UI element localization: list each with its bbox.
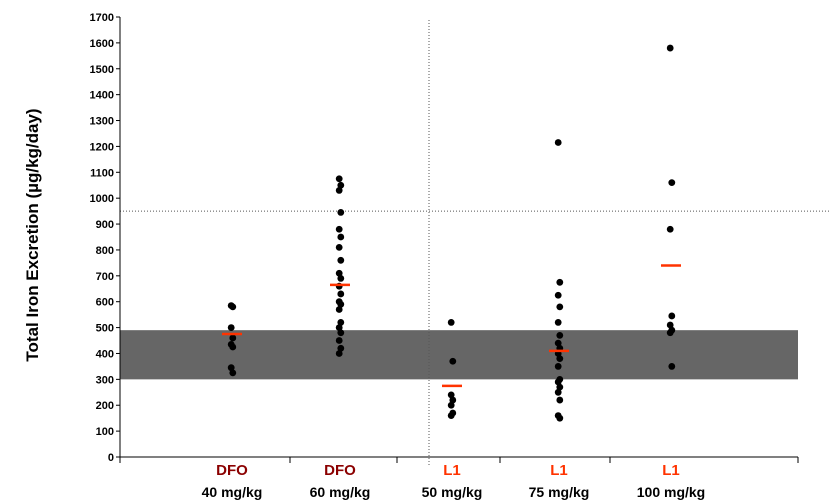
data-point [337,329,345,337]
y-tick-label: 100 [96,426,114,438]
data-point [554,388,562,396]
data-point [668,363,676,370]
y-tick-label: 1600 [90,38,114,50]
data-point [447,401,455,409]
data-point [554,291,562,299]
data-point [229,369,237,377]
y-axis-label: Total Iron Excretion (µg/kg/day) [23,108,42,361]
y-tick-label: 200 [96,400,114,412]
data-point [337,344,345,352]
data-point [554,139,562,146]
y-tick-label: 1000 [90,193,114,205]
reference-lines [120,20,829,466]
y-tick-label: 700 [96,271,114,283]
data-point [556,331,564,339]
data-point [666,321,674,329]
data-point [668,179,676,187]
data-point [229,303,237,311]
data-point [335,337,343,344]
category-labels: DFO 40 mg/kg DFO 60 mg/kg L1 50 mg/kg L1 75 mg/… [202,462,706,500]
data-point [227,324,235,331]
data-point [337,300,345,308]
y-tick-label: 1300 [90,116,114,128]
y-tick-label: 800 [96,245,114,257]
axes: 0 100 200 300 400 500 600 700 800 900 1000 1100 1200… [90,12,799,464]
data-point [556,355,564,363]
data-point [668,312,676,320]
data-point [335,324,343,331]
y-tick-label: 400 [96,348,114,360]
data-point [447,319,455,326]
data-point [337,256,345,264]
data-point [337,181,345,189]
data-point [556,383,564,391]
data-point [335,269,343,277]
y-tick-label: 600 [96,297,114,309]
data-point [447,391,455,399]
normal-range-band [120,330,798,380]
data-point [227,364,235,372]
category-dose-label: 50 mg/kg [422,484,483,500]
category-dose-label: 75 mg/kg [529,484,590,500]
data-point [554,378,562,386]
y-tick-label: 900 [96,219,114,231]
data-point [337,290,345,298]
category-dose-label: 60 mg/kg [310,484,371,500]
data-point [554,363,562,370]
data-point [666,329,674,337]
category-drug-label: L1 [443,462,461,479]
category-drug-label: L1 [550,462,568,479]
y-tick-label: 300 [96,374,114,386]
data-point [337,233,345,241]
data-point [337,275,345,282]
data-point [554,319,562,326]
mean-markers [222,264,681,388]
data-point [666,44,674,52]
shaded-band [120,330,798,380]
category-drug-label: DFO [216,462,248,479]
data-point [335,350,343,357]
y-tick-label: 1400 [90,90,114,102]
category-drug-label: L1 [662,462,680,479]
data-point [554,339,562,347]
data-point [337,319,345,326]
data-point [229,334,237,342]
data-points [227,44,676,422]
data-point [556,278,564,286]
data-point [337,209,345,216]
data-point [335,187,343,194]
data-point [449,357,457,365]
data-point [556,414,564,422]
data-point [229,343,237,351]
data-point [335,225,343,233]
data-point [335,243,343,251]
data-point [666,225,674,233]
y-tick-label: 1200 [90,141,114,153]
data-point [335,175,343,183]
y-tick-label: 1100 [90,167,114,179]
category-dose-label: 100 mg/kg [637,484,705,500]
data-point [335,306,343,313]
y-tick-label: 0 [108,452,114,464]
data-point [447,412,455,419]
category-drug-label: DFO [324,462,356,479]
y-tick-label: 1500 [90,64,114,76]
y-tick-label: 1700 [90,12,114,24]
data-point [556,396,564,404]
data-point [556,303,564,311]
data-point [449,396,457,404]
y-tick-label: 500 [96,323,114,335]
category-dose-label: 40 mg/kg [202,484,263,500]
